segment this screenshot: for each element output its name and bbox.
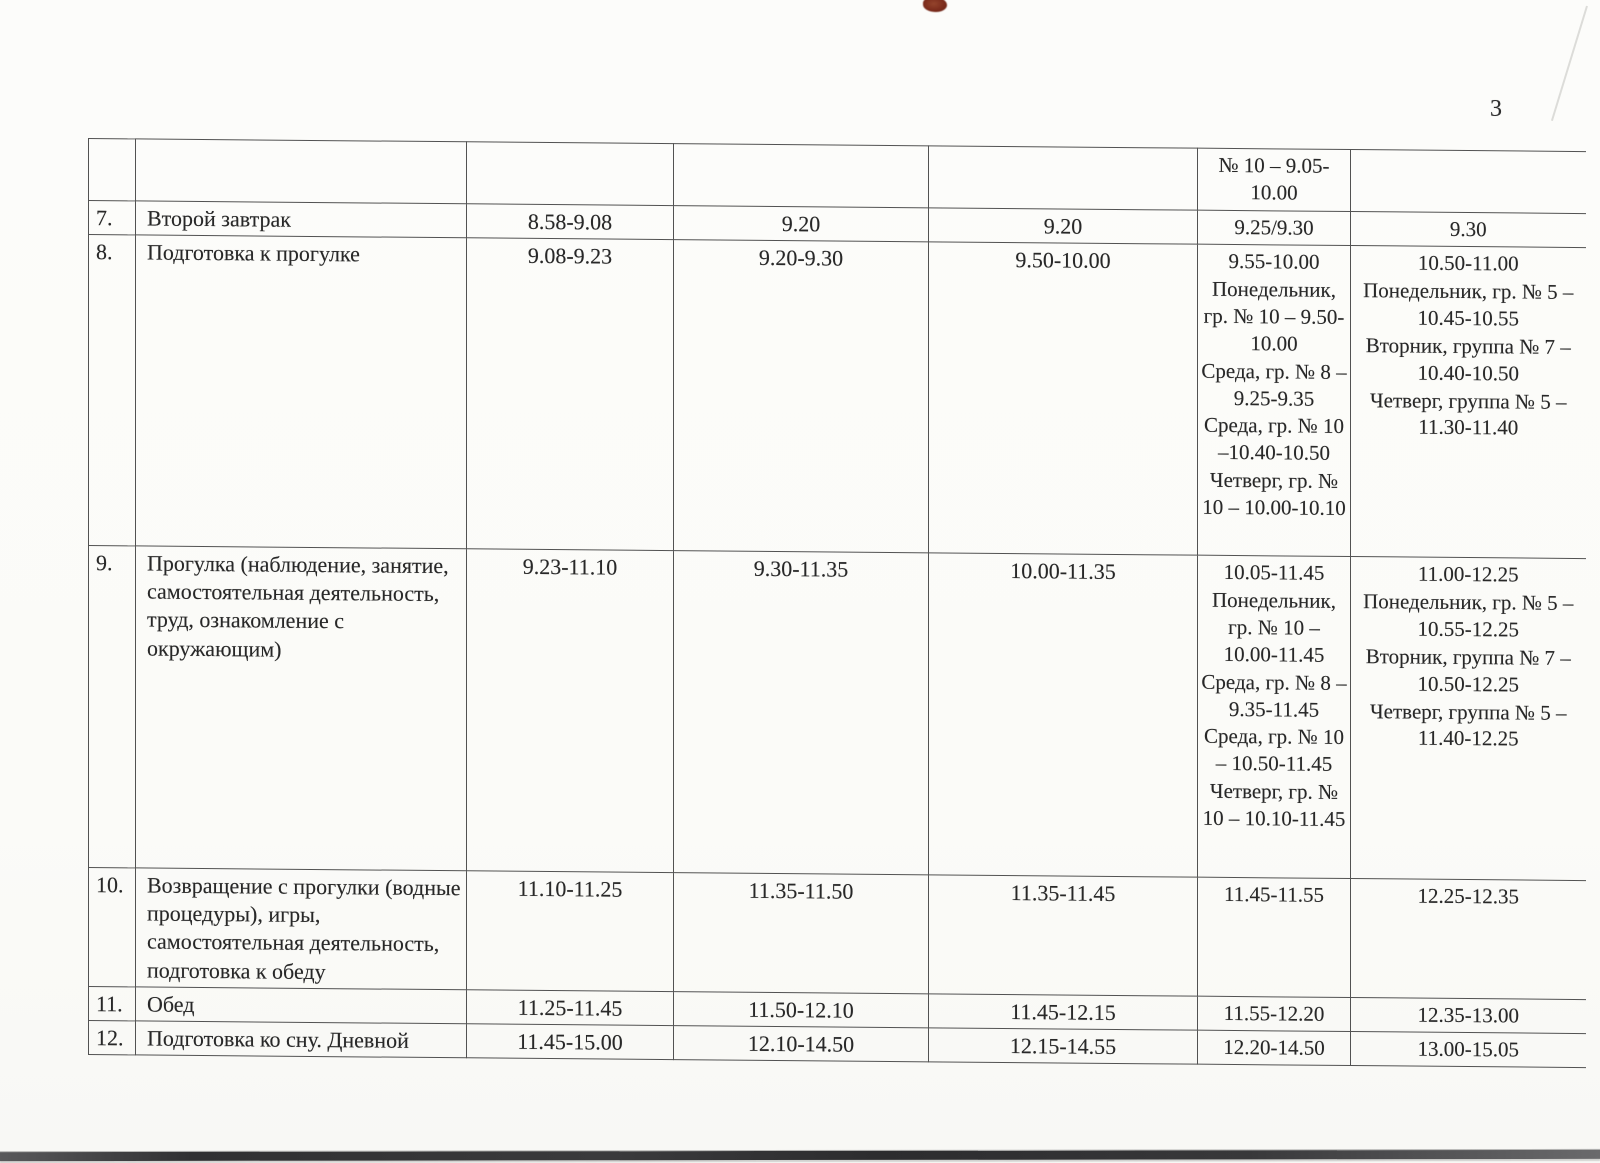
activity-cell: Возвращение с прогулки (водные процедуры…: [135, 868, 467, 990]
schedule-entry: Среда, гр. № 10 –10.40-10.50: [1204, 413, 1344, 466]
time-cell: [673, 143, 929, 208]
daily-schedule-table: № 10 – 9.05-10.00 7. Второй завтрак 8.58-9.…: [88, 138, 1586, 1068]
schedule-entry: Четверг, гр. № 10 – 10.10-11.45: [1202, 778, 1346, 832]
time-cell: 9.20: [673, 205, 929, 242]
schedule-entry: 10.50-11.00: [1417, 250, 1519, 276]
table-row: 10. Возвращение с прогулки (водные процед…: [88, 867, 1586, 1000]
activity-cell: Подготовка ко сну. Дневной: [135, 1020, 467, 1058]
time-cell: 12.25-12.35: [1350, 878, 1586, 1000]
time-cell: 12.35-13.00: [1350, 997, 1586, 1034]
time-cell: 9.30-11.35: [673, 550, 929, 875]
schedule-entry: 9.55-10.00: [1228, 249, 1320, 274]
time-cell: 9.20-9.30: [673, 239, 929, 553]
time-cell: 9.30: [1350, 211, 1586, 248]
row-number-cell: 7.: [88, 200, 136, 236]
time-cell: 13.00-15.05: [1350, 1031, 1586, 1068]
schedule-entry: Среда, гр. № 10 – 10.50-11.45: [1204, 724, 1344, 777]
time-cell: 12.20-14.50: [1197, 1030, 1351, 1066]
time-cell: 9.50-10.00: [928, 241, 1198, 556]
daily-schedule-table-wrap: № 10 – 9.05-10.00 7. Второй завтрак 8.58-9.…: [88, 138, 1586, 1068]
time-cell: № 10 – 9.05-10.00: [1197, 148, 1351, 212]
schedule-table-body: № 10 – 9.05-10.00 7. Второй завтрак 8.58-9.…: [88, 138, 1586, 1068]
time-cell: [466, 141, 674, 206]
time-cell: 9.25/9.30: [1197, 210, 1351, 246]
time-cell: 12.10-14.50: [673, 1025, 929, 1062]
row-number-cell: 11.: [88, 986, 136, 1021]
activity-cell: Прогулка (наблюдение, занятие, самостоят…: [135, 546, 467, 871]
activity-cell: [135, 138, 467, 204]
time-cell: 10.50-11.00 Понедельник, гр. № 5 – 10.45-…: [1350, 245, 1586, 559]
activity-cell: Второй завтрак: [135, 200, 467, 238]
schedule-entry: Четверг, гр. № 10 – 10.00-10.10: [1202, 467, 1346, 521]
schedule-entry: Четверг, группа № 5 – 11.30-11.40: [1370, 387, 1567, 440]
time-cell: [1350, 149, 1586, 214]
schedule-entry: 11.00-12.25: [1417, 561, 1519, 587]
ink-stain: [923, 0, 947, 12]
time-cell: 11.50-12.10: [673, 991, 929, 1028]
time-cell: 11.45-11.55: [1197, 877, 1351, 998]
time-cell: [928, 145, 1198, 211]
time-cell: 12.15-14.55: [928, 1027, 1198, 1065]
table-row: 8. Подготовка к прогулке 9.08-9.23 9.20-9.3…: [88, 234, 1586, 559]
schedule-entry: 10.05-11.45: [1223, 560, 1325, 585]
scanner-edge-artifact: [0, 1149, 1600, 1162]
page-number: 3: [1490, 96, 1502, 122]
row-number-cell: 12.: [88, 1020, 136, 1056]
time-cell: 9.08-9.23: [466, 237, 674, 551]
schedule-entry: Четверг, группа № 5 – 11.40-12.25: [1370, 698, 1567, 751]
schedule-entry: Понедельник, гр. № 5 – 10.55-12.25: [1363, 589, 1574, 642]
time-cell: 9.20: [928, 207, 1198, 245]
time-cell: 10.05-11.45 Понедельник, гр. № 10 – 10.00…: [1197, 555, 1351, 879]
time-cell: 8.58-9.08: [466, 203, 674, 240]
schedule-entry: Понедельник, гр. № 10 – 10.00-11.45: [1212, 587, 1336, 667]
time-cell: 11.55-12.20: [1197, 995, 1351, 1032]
time-cell: 11.25-11.45: [466, 989, 674, 1026]
schedule-entry: Понедельник, гр. № 5 – 10.45-10.55: [1363, 278, 1574, 331]
row-number-cell: 8.: [88, 234, 136, 547]
time-cell: 9.55-10.00 Понедельник, гр. № 10 – 9.50-1…: [1197, 244, 1351, 557]
time-cell: 9.23-11.10: [466, 548, 674, 873]
schedule-entry: Вторник, группа № 7 – 10.40-10.50: [1365, 332, 1571, 386]
activity-cell: Подготовка к прогулке: [135, 235, 467, 549]
time-cell: 10.00-11.35: [928, 552, 1198, 878]
time-cell: 11.35-11.45: [928, 874, 1198, 996]
time-cell: 11.35-11.50: [673, 872, 929, 994]
activity-cell: Обед: [135, 986, 467, 1024]
schedule-entry: Среда, гр. № 8 – 9.25-9.35: [1201, 358, 1347, 411]
schedule-entry: Вторник, группа № 7 – 10.50-12.25: [1365, 643, 1571, 697]
time-cell: 11.45-12.15: [928, 993, 1198, 1031]
schedule-entry: Понедельник, гр. № 10 – 9.50-10.00: [1203, 276, 1345, 356]
page-corner-artifact: [1550, 5, 1588, 122]
time-cell: 11.45-15.00: [466, 1023, 674, 1060]
time-cell: 11.00-12.25 Понедельник, гр. № 5 – 10.55-…: [1350, 556, 1586, 881]
row-number-cell: 10.: [88, 867, 136, 987]
table-row: 9. Прогулка (наблюдение, занятие, самосто…: [88, 545, 1586, 881]
row-number-cell: [88, 138, 136, 201]
time-cell: 11.10-11.25: [466, 870, 674, 992]
schedule-entry: Среда, гр. № 8 – 9.35-11.45: [1201, 669, 1347, 722]
row-number-cell: 9.: [88, 545, 136, 869]
